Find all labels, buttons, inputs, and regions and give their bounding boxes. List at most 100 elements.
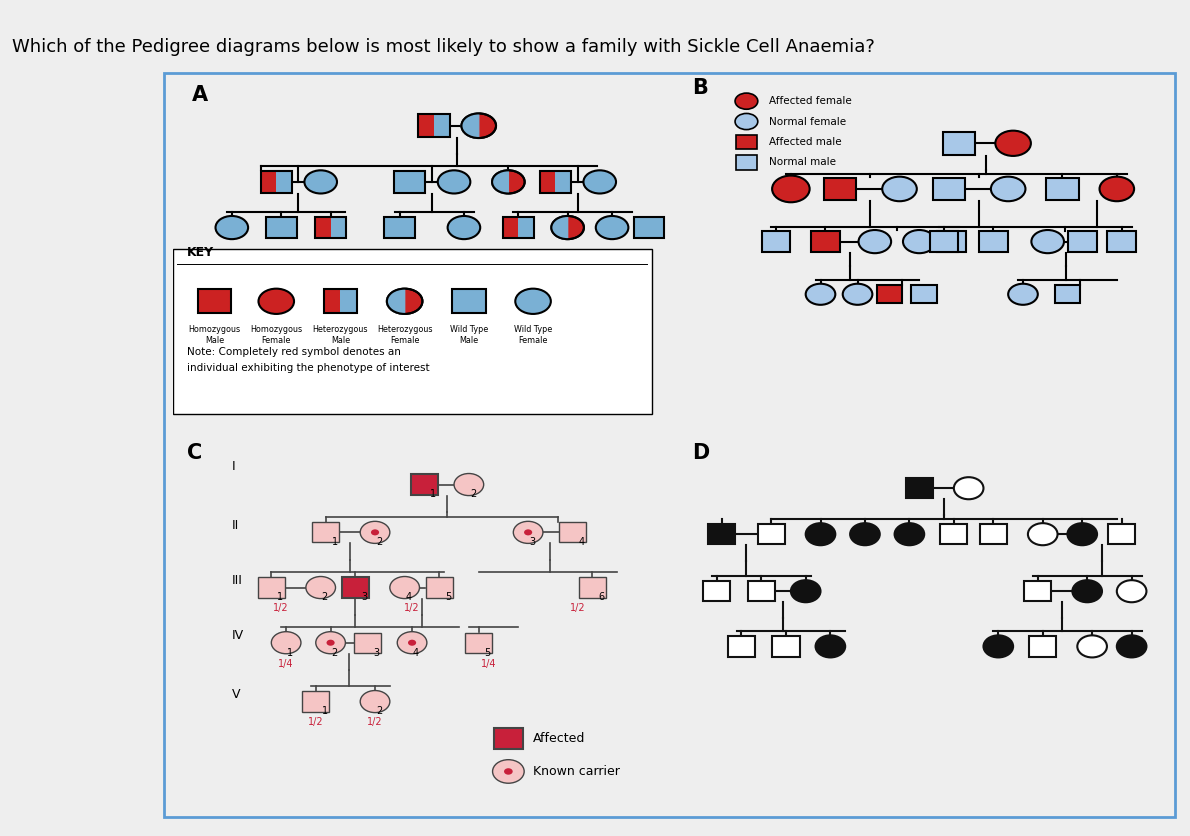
Text: III: III [232, 573, 243, 587]
Text: KEY: KEY [187, 246, 214, 258]
Ellipse shape [1008, 283, 1038, 305]
Ellipse shape [954, 477, 983, 499]
FancyBboxPatch shape [384, 217, 415, 238]
Ellipse shape [271, 632, 301, 654]
Text: 1/4: 1/4 [278, 659, 294, 669]
FancyBboxPatch shape [465, 633, 493, 653]
Text: 1/4: 1/4 [481, 659, 496, 669]
Text: Known carrier: Known carrier [533, 765, 620, 778]
Text: individual exhibiting the phenotype of interest: individual exhibiting the phenotype of i… [187, 363, 430, 373]
FancyBboxPatch shape [1046, 177, 1078, 201]
Ellipse shape [850, 523, 879, 545]
Ellipse shape [390, 577, 419, 599]
Ellipse shape [515, 288, 551, 314]
FancyBboxPatch shape [1054, 285, 1081, 303]
Ellipse shape [858, 230, 891, 253]
Ellipse shape [438, 171, 470, 193]
FancyBboxPatch shape [340, 289, 357, 314]
Ellipse shape [1117, 635, 1146, 657]
Text: A: A [193, 85, 208, 105]
Text: 1: 1 [332, 538, 338, 548]
FancyBboxPatch shape [825, 177, 857, 201]
Ellipse shape [843, 283, 872, 305]
Ellipse shape [306, 577, 336, 599]
Ellipse shape [493, 760, 524, 783]
Text: 3: 3 [362, 593, 368, 603]
FancyBboxPatch shape [276, 171, 292, 193]
FancyBboxPatch shape [929, 232, 958, 252]
FancyBboxPatch shape [933, 177, 965, 201]
FancyBboxPatch shape [772, 636, 800, 656]
Text: 1/2: 1/2 [274, 604, 289, 614]
Ellipse shape [397, 632, 427, 654]
Text: Wild Type
Female: Wild Type Female [514, 325, 552, 344]
Polygon shape [551, 216, 568, 239]
FancyBboxPatch shape [312, 522, 339, 543]
FancyBboxPatch shape [418, 115, 434, 137]
Ellipse shape [493, 171, 525, 193]
FancyBboxPatch shape [519, 217, 533, 238]
FancyBboxPatch shape [703, 581, 731, 601]
Ellipse shape [903, 230, 935, 253]
Ellipse shape [408, 640, 416, 645]
FancyBboxPatch shape [708, 524, 735, 544]
Ellipse shape [1028, 523, 1058, 545]
Ellipse shape [551, 216, 584, 239]
Text: 3: 3 [374, 648, 380, 658]
Ellipse shape [1100, 176, 1134, 201]
Text: Normal female: Normal female [769, 116, 846, 126]
Text: Homozygous
Male: Homozygous Male [188, 325, 240, 344]
Ellipse shape [806, 523, 835, 545]
Text: V: V [232, 688, 240, 701]
Polygon shape [462, 114, 478, 138]
FancyBboxPatch shape [198, 289, 231, 314]
Text: 2: 2 [376, 538, 382, 548]
Text: Heterozygous
Female: Heterozygous Female [377, 325, 432, 344]
FancyBboxPatch shape [452, 289, 486, 314]
FancyBboxPatch shape [411, 474, 438, 495]
FancyBboxPatch shape [1067, 232, 1096, 252]
Ellipse shape [524, 529, 532, 535]
FancyBboxPatch shape [737, 155, 757, 170]
FancyBboxPatch shape [877, 285, 902, 303]
Text: Homozygous
Female: Homozygous Female [250, 325, 302, 344]
FancyBboxPatch shape [559, 522, 587, 543]
Ellipse shape [735, 93, 758, 110]
Text: 1: 1 [321, 706, 327, 716]
Ellipse shape [882, 176, 916, 201]
Ellipse shape [258, 288, 294, 314]
Polygon shape [387, 288, 405, 314]
Ellipse shape [505, 768, 513, 775]
Ellipse shape [995, 130, 1031, 156]
Text: 2: 2 [321, 593, 328, 603]
FancyBboxPatch shape [1025, 581, 1052, 601]
Ellipse shape [1117, 580, 1146, 602]
Ellipse shape [983, 635, 1013, 657]
Ellipse shape [371, 529, 380, 535]
FancyBboxPatch shape [494, 727, 522, 749]
Text: Affected female: Affected female [769, 96, 851, 106]
Ellipse shape [447, 216, 481, 239]
Text: D: D [693, 443, 709, 463]
Text: 1: 1 [287, 648, 293, 658]
Text: 5: 5 [445, 593, 451, 603]
Ellipse shape [326, 640, 334, 645]
Text: B: B [693, 78, 708, 98]
Text: 6: 6 [599, 593, 605, 603]
FancyBboxPatch shape [812, 232, 840, 252]
Text: 5: 5 [484, 648, 491, 658]
Ellipse shape [1072, 580, 1102, 602]
FancyBboxPatch shape [1029, 636, 1057, 656]
Text: II: II [232, 518, 239, 532]
Ellipse shape [583, 171, 616, 193]
Text: 4: 4 [413, 648, 419, 658]
Text: 2: 2 [332, 648, 338, 658]
Ellipse shape [991, 176, 1026, 201]
Text: Affected male: Affected male [769, 137, 841, 147]
Text: 2: 2 [376, 706, 382, 716]
Text: 1/2: 1/2 [368, 717, 383, 727]
FancyBboxPatch shape [355, 633, 381, 653]
FancyBboxPatch shape [258, 578, 284, 598]
Text: IV: IV [232, 629, 244, 642]
Text: Note: Completely red symbol denotes an: Note: Completely red symbol denotes an [187, 347, 401, 357]
